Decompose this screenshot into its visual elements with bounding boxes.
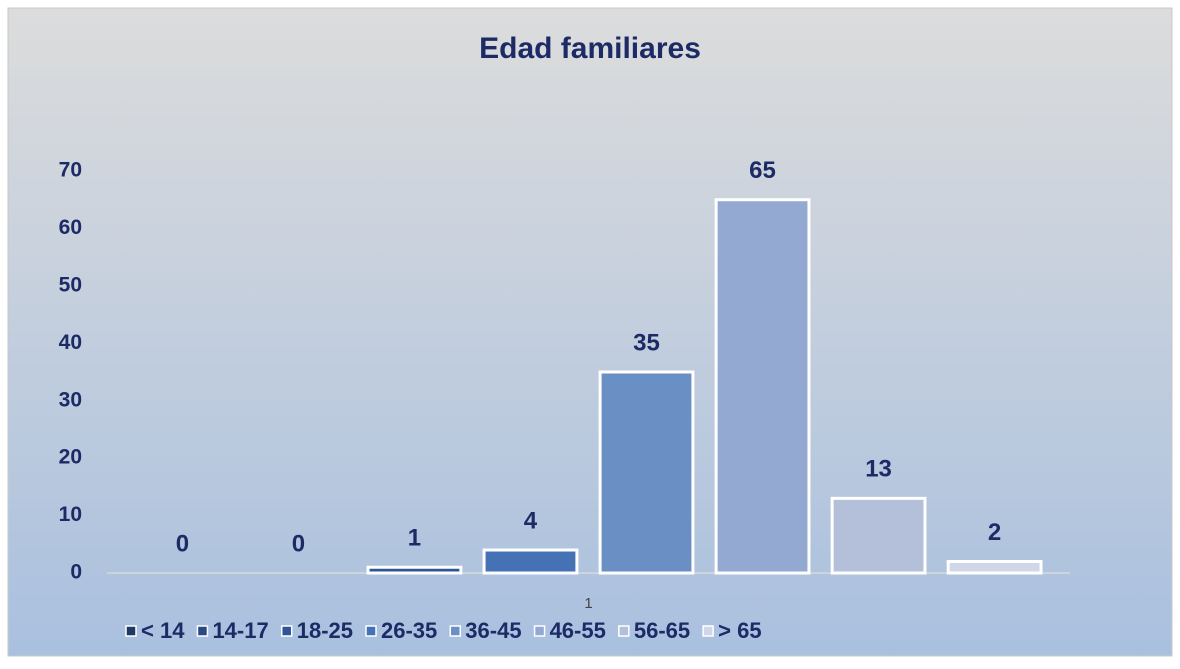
bar xyxy=(946,560,1043,575)
bar xyxy=(714,198,811,575)
legend-marker xyxy=(702,625,714,637)
legend-marker xyxy=(449,625,462,637)
y-tick-label: 70 xyxy=(59,159,82,182)
legend-label: 56-65 xyxy=(634,618,690,643)
legend-marker xyxy=(125,625,137,637)
bar xyxy=(366,565,463,575)
chart-background xyxy=(7,7,1173,657)
legend-label: 46-55 xyxy=(550,618,606,643)
legend-marker xyxy=(618,625,630,637)
y-tick-label: 30 xyxy=(59,388,82,411)
y-tick-label: 40 xyxy=(59,331,82,354)
data-label: 35 xyxy=(633,329,660,356)
legend-label: 36-45 xyxy=(465,618,521,643)
data-label: 1 xyxy=(408,525,421,552)
y-tick-label: 10 xyxy=(59,503,82,526)
y-tick-label: 50 xyxy=(59,273,82,296)
data-label: 13 xyxy=(865,456,892,483)
legend-marker xyxy=(365,625,377,637)
y-tick-label: 60 xyxy=(59,216,82,239)
legend-label: > 65 xyxy=(718,618,761,643)
legend-label: 18-25 xyxy=(297,618,353,643)
legend-marker xyxy=(196,625,209,637)
data-label: 4 xyxy=(524,507,538,534)
data-label: 65 xyxy=(749,157,776,184)
y-tick-label: 20 xyxy=(59,446,82,469)
legend-label: < 14 xyxy=(141,618,185,643)
bar xyxy=(598,370,695,575)
x-tick-label: 1 xyxy=(584,595,592,612)
legend-marker xyxy=(533,625,546,637)
bar xyxy=(830,496,927,575)
bar xyxy=(482,548,579,575)
legend-label: 26-35 xyxy=(381,618,437,643)
chart-title: Edad familiares xyxy=(479,32,701,65)
data-label: 0 xyxy=(292,530,305,557)
legend-marker xyxy=(280,625,293,637)
y-tick-label: 0 xyxy=(70,561,82,584)
legend-label: 14-17 xyxy=(212,618,268,643)
data-label: 0 xyxy=(176,530,189,557)
data-label: 2 xyxy=(988,519,1001,546)
